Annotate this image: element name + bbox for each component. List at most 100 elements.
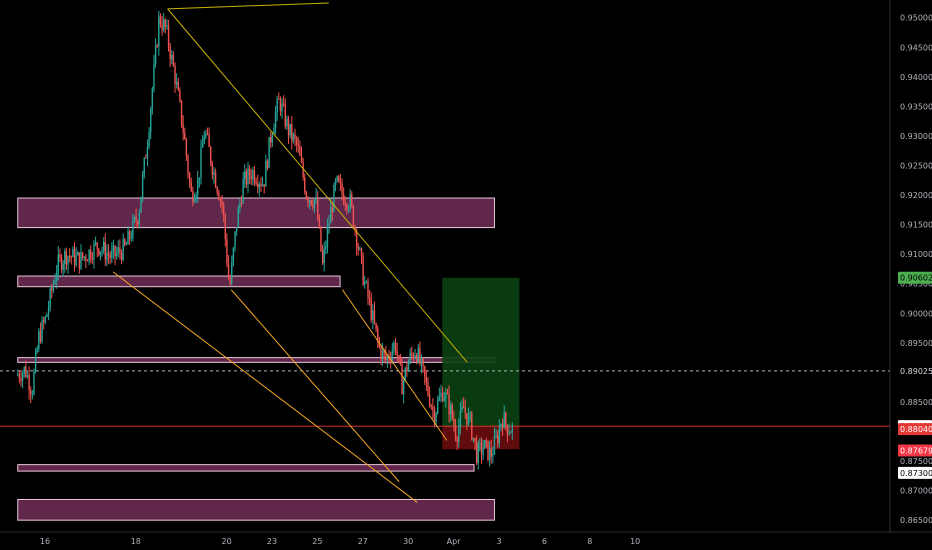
zone-box [17, 275, 341, 288]
candle-body [235, 227, 238, 232]
candle-body [276, 99, 278, 113]
candle-body [229, 278, 231, 284]
candle-body [154, 45, 157, 64]
candle-body [451, 404, 454, 419]
candle-body [247, 168, 249, 185]
candle-body [372, 310, 374, 321]
candle-body [222, 205, 225, 216]
candle-body [195, 194, 197, 200]
candle-body [438, 396, 441, 401]
candle-body [422, 358, 424, 367]
candle-body [315, 197, 317, 200]
candle-body [472, 437, 475, 440]
candle-body [188, 173, 191, 183]
trendline[interactable] [167, 8, 468, 363]
x-tick-label: 30 [403, 537, 413, 546]
candle-body [216, 187, 218, 193]
candle-body [234, 231, 236, 248]
trendline[interactable] [167, 2, 329, 10]
candle-body [248, 168, 251, 177]
long-position-tool[interactable] [442, 277, 520, 450]
candle-body [370, 299, 372, 321]
candle-body [219, 199, 222, 201]
candle-body [257, 183, 259, 188]
candle-body [85, 256, 87, 261]
candle-body [192, 191, 194, 203]
candle-body [313, 199, 316, 208]
candle-body [47, 307, 50, 315]
candle-body [459, 410, 462, 427]
candle-body [268, 137, 270, 168]
y-tick-label: 0.87500 [900, 457, 932, 466]
candle-body [252, 170, 254, 180]
candle-body [360, 248, 363, 257]
candle-body [214, 172, 217, 188]
candle-body [425, 376, 428, 383]
candle-body [68, 256, 71, 258]
candle-body [17, 374, 19, 376]
candle-body [133, 216, 136, 220]
candle-body [77, 252, 79, 256]
candle-body [137, 221, 139, 224]
candle-body [20, 378, 22, 381]
candle-body [312, 204, 314, 208]
candle-body [96, 242, 98, 249]
candle-body [211, 163, 214, 175]
candle-body [119, 247, 121, 253]
candle-body [391, 350, 394, 361]
candle-body [474, 437, 476, 442]
candle-body [445, 392, 447, 399]
candle-body [91, 259, 94, 261]
candle-body [364, 281, 366, 285]
candle-body [75, 255, 77, 265]
candle-body [106, 253, 108, 260]
candle-body [101, 250, 103, 252]
candle-body [253, 170, 256, 183]
candle-body [156, 45, 158, 47]
candle-body [26, 375, 29, 377]
price-tag-label: 0.89025 [900, 367, 932, 376]
candle-body [145, 157, 147, 159]
price-tag-label: 0.88040 [900, 425, 932, 434]
y-tick-label: 0.92500 [900, 162, 932, 171]
candle-body [414, 354, 416, 359]
candle-body [428, 394, 431, 406]
price-axis[interactable]: 0.95000 0.94500 0.94000 0.93500 0.93000 0.925… [900, 14, 932, 525]
time-axis[interactable]: 16 18 20 23 25 27 30 Apr 3 6 8 10 [40, 537, 640, 546]
candle-body [25, 366, 27, 377]
candle-body [83, 256, 85, 258]
price-tag-box [898, 364, 932, 377]
candlestick-series [17, 10, 513, 470]
x-tick-label: 6 [542, 537, 547, 546]
candle-body [432, 406, 434, 410]
candle-body [135, 216, 137, 222]
candle-body [182, 124, 184, 133]
candle-body [424, 366, 426, 377]
candle-body [464, 408, 466, 413]
candle-body [146, 146, 149, 159]
candle-body [325, 246, 327, 249]
trendline[interactable] [341, 289, 448, 441]
candle-body [500, 423, 502, 428]
trendline[interactable] [230, 289, 400, 483]
candle-body [351, 194, 353, 206]
trendlines[interactable] [112, 2, 468, 503]
trendline[interactable] [112, 271, 418, 503]
candle-body [443, 398, 445, 401]
candle-body [354, 227, 356, 231]
candle-body [477, 443, 479, 463]
candle-body [278, 99, 280, 100]
candle-body [506, 425, 509, 435]
candle-body [72, 248, 74, 258]
y-tick-label: 0.86500 [900, 516, 932, 525]
candle-body [59, 254, 61, 258]
candle-body [117, 247, 119, 253]
y-tick-label: 0.87000 [900, 487, 932, 496]
candle-body [271, 134, 274, 143]
zone-box [17, 197, 495, 229]
candle-body [284, 104, 286, 127]
candle-body [300, 155, 303, 163]
candle-body [197, 179, 199, 195]
price-tag-box [898, 423, 932, 436]
